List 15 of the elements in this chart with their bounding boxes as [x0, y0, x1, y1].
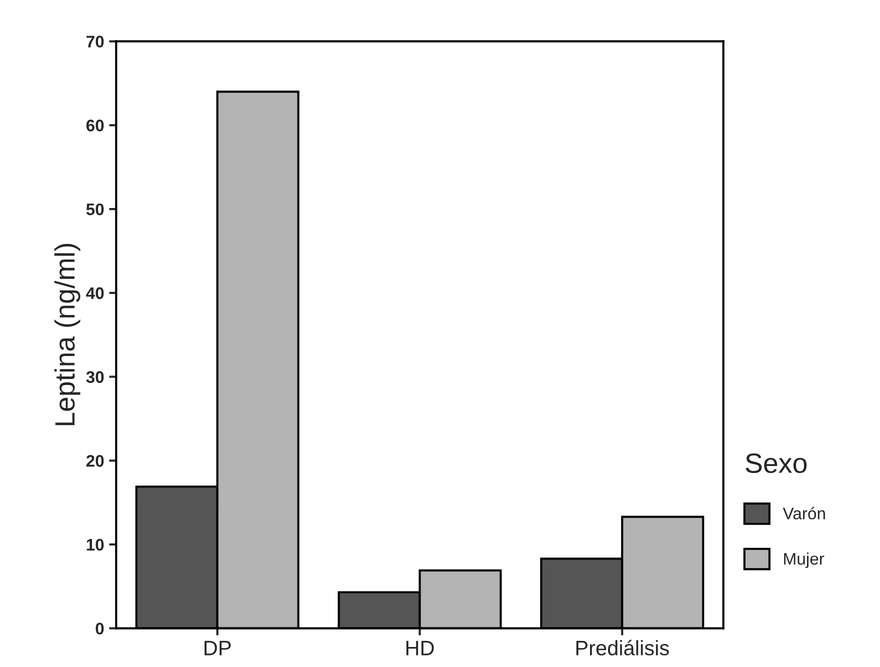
y-tick-label: 50: [86, 203, 104, 216]
y-tick-label: 60: [86, 120, 104, 132]
y-tick-label: 40: [86, 287, 104, 300]
y-tick-label: 20: [86, 455, 104, 467]
y-tick-label: 10: [86, 538, 104, 551]
legend-label: Varón: [782, 506, 825, 520]
legend-label: Mujer: [784, 552, 824, 568]
x-tick-label: HD: [406, 640, 434, 656]
y-tick-label: 30: [86, 371, 104, 383]
y-tick-label: 0: [96, 622, 104, 635]
x-tick-label: DP: [204, 640, 231, 656]
legend-title: Sexo: [746, 453, 807, 474]
y-axis-title: Leptina (ng/ml): [54, 244, 80, 426]
x-tick-label: Prediálisis: [576, 640, 669, 656]
y-tick-label: 70: [86, 36, 104, 48]
